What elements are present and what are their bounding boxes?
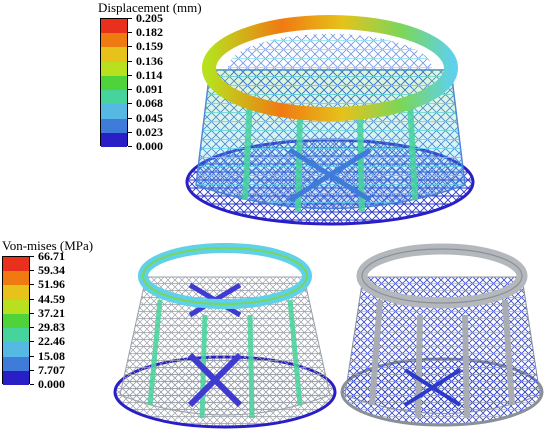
von-mises-tick-label: 59.34	[38, 263, 65, 278]
displacement-tick-label: 0.114	[136, 67, 163, 82]
von-mises-swatch	[3, 271, 29, 286]
displacement-tick-mark	[128, 60, 132, 62]
displacement-swatch	[101, 61, 127, 77]
von-mises-tick-mark	[30, 284, 34, 286]
von-mises-tick-label: 29.83	[38, 320, 65, 335]
von-mises-tick-label: 7.707	[38, 362, 65, 377]
von-mises-swatch	[3, 257, 29, 272]
von-mises-tick-mark	[30, 341, 34, 343]
displacement-legend-title: Displacement (mm)	[98, 0, 202, 15]
displacement-tick-mark	[128, 74, 132, 76]
displacement-tick-mark	[128, 18, 132, 19]
displacement-tick-label: 0.000	[136, 139, 163, 153]
von-mises-tick-label: 15.08	[38, 348, 65, 363]
displacement-tick-mark	[128, 117, 132, 119]
displacement-tick-label: 0.182	[136, 25, 163, 40]
displacement-color-bar	[100, 18, 128, 148]
displacement-tick-label: 0.045	[136, 110, 163, 125]
von-mises-tick-label: 44.59	[38, 291, 65, 306]
displacement-swatch	[101, 90, 127, 105]
von-mises-legend: Von-mises (MPa) 66.71 59.34 51.96 44.59 37.2…	[2, 238, 162, 398]
displacement-tick-mark	[128, 32, 132, 34]
displacement-tick-label: 0.205	[136, 11, 163, 25]
displacement-swatch	[101, 33, 127, 48]
von-mises-swatch	[3, 299, 29, 315]
displacement-swatch	[101, 118, 127, 134]
von-mises-tick-label: 37.21	[38, 305, 65, 320]
displacement-swatch	[101, 19, 127, 34]
displacement-swatch	[101, 132, 127, 148]
displacement-tick-label: 0.159	[136, 39, 163, 54]
von-mises-swatch	[3, 370, 29, 386]
von-mises-tick-mark	[30, 327, 34, 329]
von-mises-tick-mark	[30, 384, 34, 385]
displacement-tick-mark	[128, 131, 132, 133]
displacement-tick-label: 0.091	[136, 82, 163, 97]
von-mises-tick-label: 51.96	[38, 277, 65, 292]
displacement-swatch	[101, 47, 127, 63]
von-mises-tick-mark	[30, 256, 34, 257]
displacement-tick-label: 0.023	[136, 124, 163, 139]
displacement-legend: Displacement (mm) 0.205 0.182 0.159 0.136 0.…	[98, 0, 260, 160]
von-mises-swatch	[3, 285, 29, 301]
von-mises-model-left	[113, 243, 337, 429]
displacement-tick-label: 0.136	[136, 53, 163, 68]
displacement-tick-mark	[128, 146, 132, 147]
von-mises-swatch	[3, 313, 29, 329]
displacement-tick-label: 0.068	[136, 96, 163, 111]
displacement-model	[185, 15, 475, 226]
von-mises-tick-mark	[30, 355, 34, 357]
von-mises-tick-mark	[30, 298, 34, 300]
displacement-tick-mark	[128, 103, 132, 105]
von-mises-tick-mark	[30, 312, 34, 314]
von-mises-tick-mark	[30, 270, 34, 272]
von-mises-tick-mark	[30, 369, 34, 371]
von-mises-legend-title: Von-mises (MPa)	[2, 238, 94, 253]
von-mises-swatch	[3, 342, 29, 358]
displacement-tick-mark	[128, 46, 132, 48]
displacement-swatch	[101, 75, 127, 91]
von-mises-swatch	[3, 328, 29, 343]
von-mises-color-bar	[2, 256, 30, 386]
von-mises-tick-label: 0.000	[38, 377, 65, 391]
displacement-swatch	[101, 104, 127, 120]
von-mises-tick-label: 22.46	[38, 334, 65, 349]
von-mises-swatch	[3, 356, 29, 372]
von-mises-model-right	[340, 243, 544, 427]
displacement-tick-mark	[128, 89, 132, 91]
von-mises-tick-label: 66.71	[38, 249, 65, 263]
